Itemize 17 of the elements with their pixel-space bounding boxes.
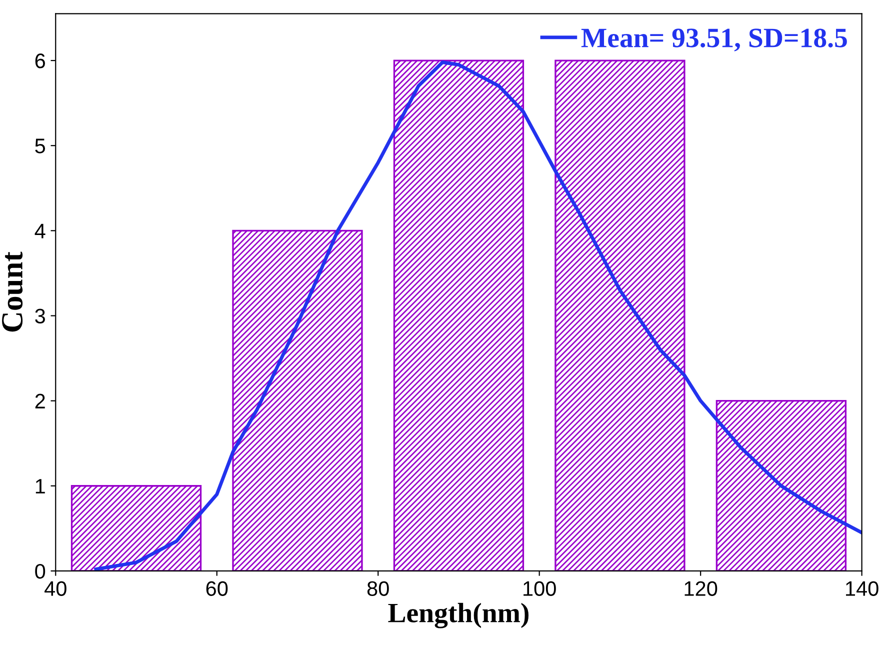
line-series <box>94 60 862 571</box>
x-tick-label: 120 <box>684 581 718 596</box>
x-tick-label: 100 <box>524 581 556 596</box>
y-tick-label: 6 <box>35 54 45 68</box>
y-tick-label: 2 <box>35 394 45 408</box>
y-tick-label: 0 <box>35 564 46 579</box>
y-tick-label: 3 <box>35 308 45 324</box>
x-axis-title: Length(nm) <box>388 602 528 628</box>
x-tick-label: 40 <box>44 581 66 596</box>
x-tick-label: 80 <box>367 581 389 596</box>
y-tick-label: 1 <box>36 479 45 494</box>
y-axis-title: Count <box>2 252 23 332</box>
y-tick-label: 4 <box>34 224 46 238</box>
legend-label: Mean= 93.51, SD=18.5 <box>581 28 847 52</box>
x-tick-label: 140 <box>846 581 878 596</box>
y-tick-label: 5 <box>35 138 46 154</box>
x-tick-label: 60 <box>206 581 228 596</box>
